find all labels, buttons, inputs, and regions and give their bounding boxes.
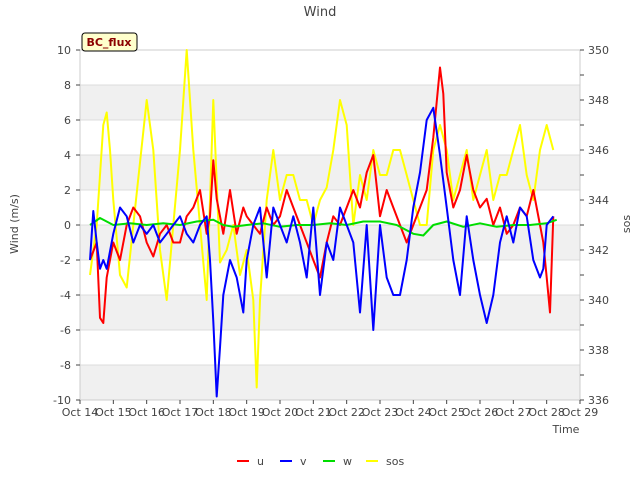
y-tick-label: 2 [64,184,71,197]
x-tick-label: Oct 14 [62,406,99,419]
band [80,120,580,155]
legend-label-w: w [343,455,352,468]
y2-tick-label: 340 [588,294,609,307]
y2-tick-label: 338 [588,344,609,357]
x-tick-label: Oct 18 [195,406,232,419]
x-tick-label: Oct 28 [528,406,565,419]
x-tick-label: Oct 19 [228,406,265,419]
y2-tick-label: 336 [588,394,609,407]
y-tick-label: -4 [60,289,71,302]
y2-tick-label: 346 [588,144,609,157]
series-line-v [89,106,555,398]
y-axis-label: Wind (m/s) [8,194,21,254]
y-tick-label: -10 [53,394,71,407]
y-axis-ticks: -10 -8 -6 -4 -2 0 2 4 6 8 10 [53,44,80,407]
x-tick-label: Oct 21 [295,406,332,419]
x-tick-label: Oct 20 [262,406,299,419]
y-tick-label: 6 [64,114,71,127]
legend-label-u: u [257,455,264,468]
x-axis-label: Time [552,423,580,436]
x-tick-label: Oct 24 [395,406,432,419]
y2-axis-label: sos [620,215,633,233]
y-tick-label: 4 [64,149,71,162]
x-tick-label: Oct 27 [495,406,532,419]
band [80,190,580,225]
x-tick-label: Oct 22 [328,406,365,419]
y-tick-label: -8 [60,359,71,372]
y-tick-label: 8 [64,79,71,92]
y-tick-label: 10 [57,44,71,57]
y-tick-label: -6 [60,324,71,337]
site-badge-label: BC_flux [86,36,131,49]
legend-label-sos: sos [386,455,404,468]
x-tick-label: Oct 29 [562,406,599,419]
legend: u v w sos [237,455,404,468]
x-tick-label: Oct 23 [362,406,399,419]
y2-tick-label: 350 [588,44,609,57]
band [80,365,580,400]
y2-tick-label: 342 [588,244,609,257]
x-tick-label: Oct 17 [162,406,199,419]
series-line-w [89,217,558,237]
y2-tick-label: 344 [588,194,609,207]
band [80,295,580,330]
x-tick-label: Oct 25 [428,406,465,419]
legend-label-v: v [300,455,307,468]
band [80,85,580,120]
chart-title: Wind [304,5,337,20]
y2-tick-label: 348 [588,94,609,107]
x-tick-label: Oct 26 [462,406,499,419]
x-tick-label: Oct 16 [128,406,165,419]
band [80,330,580,365]
site-badge: BC_flux [81,32,138,52]
band [80,50,580,85]
band [80,260,580,295]
series-lines [89,49,558,398]
y-tick-label: -2 [60,254,71,267]
y-tick-label: 0 [64,219,71,232]
y2-axis-ticks: 336 338 340 342 344 346 348 350 [580,44,609,407]
x-tick-label: Oct 15 [95,406,132,419]
series-line-u [89,66,555,324]
